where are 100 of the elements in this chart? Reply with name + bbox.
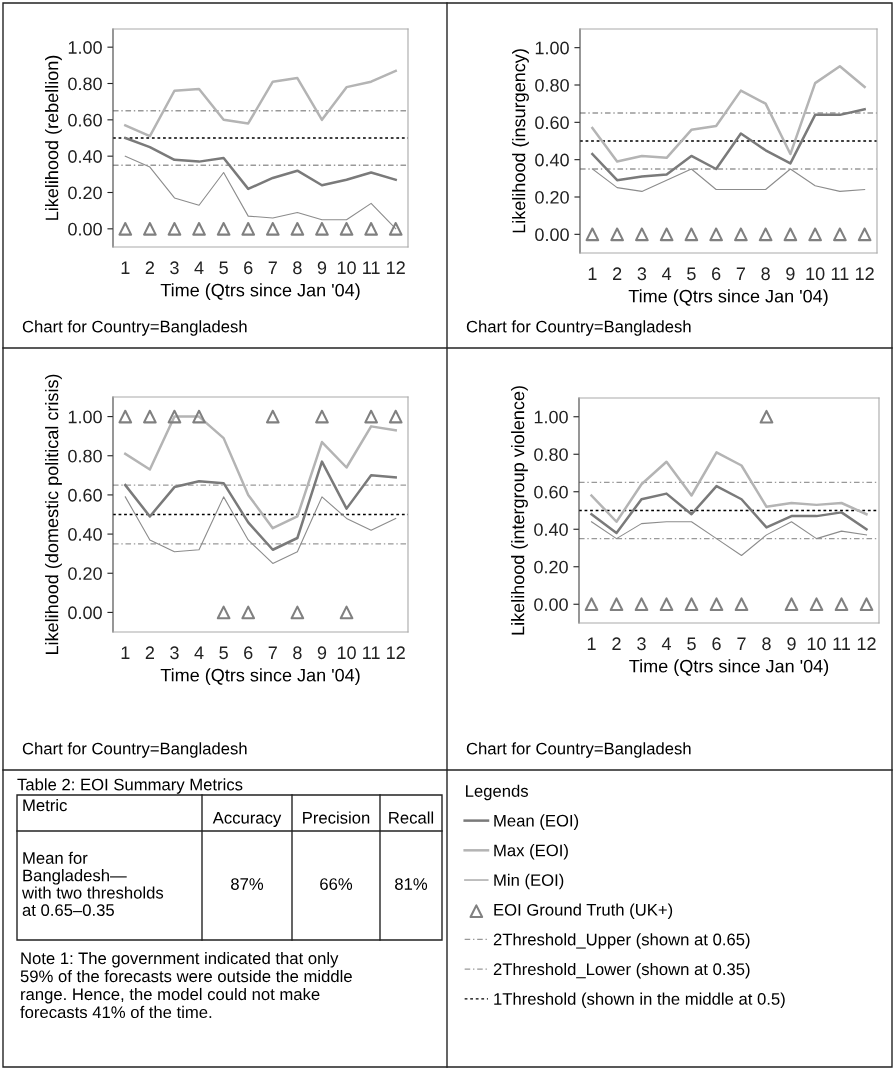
- y-tick-label: 0.80: [534, 448, 568, 461]
- y-tick-label: 0.00: [68, 606, 102, 620]
- y-tick-label: 0.40: [68, 528, 102, 541]
- y-tick-label: 0.60: [535, 116, 569, 130]
- x-tick-label: 8: [762, 637, 771, 651]
- legend-label: 1Threshold (shown in the middle at 0.5): [494, 992, 785, 1009]
- x-axis-title: Time (Qtrs since Jan '04): [628, 289, 828, 307]
- x-tick-label: 9: [317, 261, 327, 275]
- x-tick-label: 12: [387, 261, 405, 274]
- line-series: [124, 496, 397, 565]
- x-tick-label: 4: [662, 267, 672, 280]
- x-tick-label: 3: [170, 646, 179, 660]
- line-series: [591, 65, 866, 163]
- x-tick-label: 2: [145, 261, 154, 274]
- category-label: Precision: [303, 811, 370, 824]
- y-axis-title: Likelihood (intergroup violence): [511, 386, 528, 635]
- legend-label: 2Threshold_Upper (shown at 0.65): [493, 933, 750, 949]
- x-tick-label: 9: [787, 637, 796, 651]
- x-tick-label: 6: [712, 267, 721, 281]
- y-tick-label: 0.80: [68, 77, 102, 91]
- x-tick-label: 10: [337, 646, 356, 660]
- legend-label: Mean (EOI): [494, 814, 579, 830]
- y-axis-title: Likelihood (domestic political crisis): [45, 374, 62, 654]
- x-tick-label: 12: [387, 646, 405, 659]
- x-tick-label: 2: [612, 637, 621, 650]
- category-label: Accuracy: [212, 812, 282, 827]
- y-tick-label: 0.20: [68, 186, 102, 200]
- x-tick-label: 11: [831, 267, 849, 280]
- line-series: [124, 136, 397, 191]
- x-tick-label: 2: [145, 646, 154, 659]
- y-axis-title: Likelihood (rebellion): [45, 55, 62, 220]
- text: Chart for Country=Bangladesh: [466, 742, 691, 758]
- x-tick-label: 8: [293, 646, 302, 660]
- legend-label: 2Threshold_Lower (shown at 0.35): [493, 962, 750, 979]
- y-axis-title: Likelihood (insurgency): [512, 49, 529, 233]
- y-tick-label: 0.40: [68, 150, 102, 163]
- y-tick-label: 0.00: [68, 222, 102, 236]
- x-tick-label: 12: [857, 637, 876, 650]
- legend-label: Min (EOI): [494, 873, 564, 890]
- x-tick-label: 9: [317, 646, 327, 660]
- line-series: [590, 484, 868, 535]
- x-tick-label: 6: [244, 261, 253, 275]
- text: Chart for Country=Bangladesh: [22, 320, 247, 336]
- x-tick-label: 10: [807, 637, 826, 651]
- text: Chart for Country=Bangladesh: [22, 742, 247, 758]
- text: 66%: [320, 878, 353, 890]
- x-axis-title: Time (Qtrs since Jan '04): [629, 659, 829, 677]
- x-tick-label: 3: [170, 261, 179, 275]
- y-tick-label: 1.00: [68, 41, 102, 54]
- x-tick-label: 3: [637, 637, 646, 651]
- legend-label: Max (EOI): [494, 844, 568, 860]
- x-tick-label: 4: [194, 646, 204, 659]
- x-tick-label: 9: [786, 267, 795, 281]
- x-tick-label: 3: [637, 267, 647, 281]
- text: Metric: [23, 799, 67, 812]
- line-series: [590, 521, 868, 557]
- x-tick-label: 1: [121, 646, 130, 659]
- x-tick-label: 5: [687, 637, 696, 651]
- y-tick-label: 0.40: [535, 153, 569, 167]
- x-tick-label: 12: [855, 267, 874, 280]
- y-tick-label: 0.00: [534, 598, 568, 611]
- x-tick-label: 5: [219, 261, 228, 275]
- text: Chart for Country=Bangladesh: [466, 320, 691, 336]
- x-axis-title: Time (Qtrs since Jan '04): [160, 668, 360, 686]
- x-tick-label: 1: [121, 261, 130, 274]
- x-tick-label: 10: [337, 261, 356, 275]
- x-tick-label: 7: [737, 637, 746, 650]
- x-tick-label: 11: [833, 637, 850, 650]
- x-tick-label: 11: [363, 261, 380, 274]
- text: Mean for Bangladesh— with two thresholds at 0.65–0.35: [21, 851, 164, 916]
- x-tick-label: 11: [363, 646, 380, 659]
- y-tick-label: 0.20: [68, 567, 102, 580]
- y-tick-label: 0.20: [534, 560, 568, 574]
- x-tick-label: 10: [806, 267, 825, 281]
- y-tick-label: 1.00: [68, 410, 102, 424]
- x-tick-label: 5: [219, 646, 228, 660]
- line-series: [591, 168, 866, 192]
- y-tick-label: 1.00: [535, 41, 569, 55]
- text: 81%: [395, 878, 428, 890]
- x-tick-label: 5: [687, 267, 696, 281]
- line-series: [124, 460, 397, 551]
- x-tick-label: 4: [661, 637, 671, 650]
- x-tick-label: 8: [293, 261, 302, 275]
- y-tick-label: 0.60: [68, 488, 102, 502]
- y-tick-label: 0.80: [535, 78, 569, 92]
- line-series: [124, 69, 397, 138]
- legend-label: EOI Ground Truth (UK+): [494, 903, 673, 920]
- legend-title: Legends: [466, 784, 529, 801]
- category-label: Recall: [389, 811, 434, 824]
- line-series: [591, 108, 866, 182]
- text: Table 2: EOI Summary Metrics: [17, 778, 243, 794]
- x-tick-label: 7: [268, 646, 277, 659]
- text: Note 1: The government indicated that only 59% of the forecasts were outside the middle range. Hence, the model could not make forecasts 41% of the time.: [20, 952, 352, 1019]
- x-tick-label: 7: [736, 267, 745, 280]
- x-tick-label: 4: [194, 261, 204, 274]
- x-tick-label: 1: [587, 637, 596, 650]
- x-tick-label: 6: [244, 646, 253, 660]
- line-series: [590, 451, 868, 523]
- x-tick-label: 8: [761, 267, 770, 281]
- y-tick-label: 0.00: [535, 228, 569, 242]
